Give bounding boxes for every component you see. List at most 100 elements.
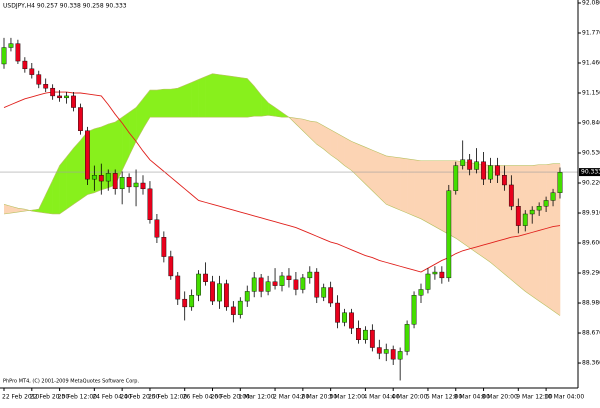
candle-body (522, 213, 528, 226)
candle-body (536, 206, 542, 211)
y-tick-label: 90.530 (582, 150, 600, 157)
candle-body (272, 281, 278, 286)
cloud-segment (226, 75, 234, 118)
y-tick-label: 92.080 (582, 0, 600, 7)
candle-body (286, 275, 292, 280)
cloud-segment (316, 122, 324, 150)
cloud-segment (344, 137, 352, 171)
candle-body (237, 300, 243, 315)
candle-body (383, 349, 389, 354)
candle-body (439, 271, 445, 279)
candle-body (1, 47, 7, 65)
candle-body (508, 184, 514, 207)
cloud-segment (191, 79, 199, 118)
cloud-segment (219, 74, 227, 118)
cloud-segment (532, 164, 540, 302)
cloud-segment (45, 180, 53, 214)
cloud-segment (268, 102, 276, 117)
candle-body (64, 95, 69, 99)
candle-body (126, 177, 132, 188)
candle-body (356, 327, 361, 341)
candle-body (258, 277, 264, 292)
cloud-segment (4, 204, 12, 214)
y-tick-label: 88.360 (582, 360, 600, 367)
cloud-segment (212, 73, 220, 118)
candle-body (133, 182, 139, 188)
cloud-segment (462, 161, 470, 248)
cloud-segment (546, 163, 554, 311)
candle-body (154, 219, 160, 238)
cloud-segment (254, 86, 262, 117)
candle-body (98, 175, 104, 182)
cloud-segment (539, 164, 547, 306)
candle-body (446, 190, 452, 279)
candle-body (119, 177, 125, 190)
cloud-segment (94, 126, 102, 193)
cloud-segment (483, 164, 491, 263)
cloud-segment (170, 88, 179, 118)
cloud-segment (66, 148, 74, 210)
candle-body (432, 271, 438, 275)
cloud-segment (205, 73, 213, 118)
x-tick-label: 8 Mar 20:00 (482, 394, 518, 401)
y-tick-label: 89.600 (582, 240, 600, 247)
candle-body (105, 173, 111, 182)
candle-body (543, 200, 549, 207)
candle-body (15, 43, 21, 62)
cloud-segment (198, 76, 206, 118)
cloud-segment (386, 155, 394, 208)
y-tick-label: 91.150 (582, 90, 600, 97)
x-tick-label: 4 Mar 04:00 (363, 394, 399, 401)
candle-body (251, 277, 257, 292)
y-tick-label: 91.460 (582, 60, 600, 67)
x-tick-label: 26 Feb 04:00 (183, 394, 223, 401)
cloud-segment (247, 78, 255, 118)
cloud-segment (469, 162, 477, 253)
cloud-segment (379, 153, 387, 205)
candle-body (84, 130, 90, 180)
cloud-segment (476, 163, 484, 258)
candle-layer (1, 37, 563, 381)
candle-body (411, 295, 417, 325)
cloud-segment (136, 98, 144, 142)
x-tick-label: 4 Mar 20:00 (391, 394, 427, 401)
moving-average-line (3, 91, 561, 273)
cloud-segment (31, 209, 40, 213)
cloud-segment (365, 147, 373, 191)
candle-body (349, 312, 354, 329)
candle-body (189, 295, 195, 308)
candle-body (203, 273, 208, 282)
x-tick-label: 2 Mar 20:00 (301, 394, 337, 401)
candle-body (488, 165, 493, 180)
x-tick-label: 22 Feb 2010 (2, 394, 40, 401)
candle-body (279, 275, 285, 286)
candle-body (550, 192, 556, 201)
x-tick-label: 25 Feb 12:00 (148, 394, 188, 401)
cloud-segment (108, 122, 116, 188)
candle-body (328, 287, 334, 304)
current-price-label: 90.333 (581, 169, 600, 176)
cloud-segment (427, 160, 436, 227)
candle-body (168, 256, 174, 277)
cloud-span-line (3, 73, 561, 316)
candle-body (307, 271, 313, 279)
candle-body (404, 324, 410, 352)
x-tick-label: 1 Mar 12:00 (238, 394, 274, 401)
x-tick-label: 3 Mar 12:00 (329, 394, 365, 401)
axis-layer: 92.080 91.770 91.460 91.150 90.840 90.530 90.2… (2, 0, 600, 401)
cloud-segment (143, 90, 151, 129)
candle-body (467, 159, 473, 170)
candle-body (265, 281, 271, 292)
candle-body (230, 306, 236, 315)
y-tick-label: 91.770 (582, 30, 600, 37)
x-tick-label: 9 Mar 12:00 (516, 394, 552, 401)
candle-body (196, 273, 201, 296)
candle-body (57, 95, 63, 99)
cloud-segment (553, 163, 561, 316)
cloud-segment (490, 165, 498, 269)
candle-body (210, 281, 215, 302)
candle-body (217, 283, 222, 302)
cloud-segment (163, 89, 172, 118)
candle-body (50, 87, 56, 97)
